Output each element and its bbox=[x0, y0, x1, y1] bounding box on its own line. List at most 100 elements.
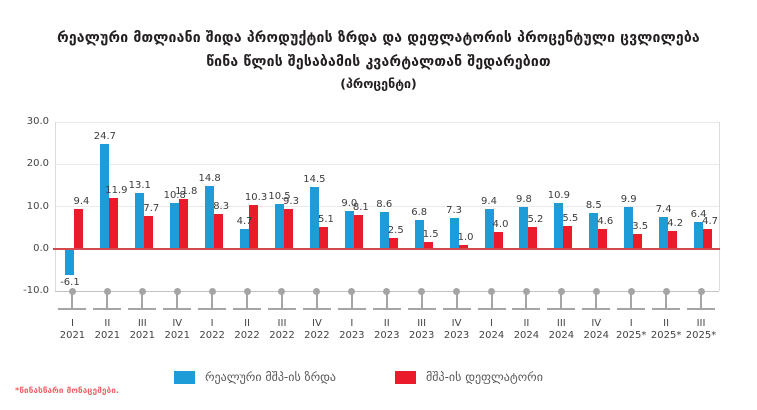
axis-marker-base bbox=[407, 308, 436, 310]
x-label-year: 2024 bbox=[548, 330, 575, 341]
bar-value-label: 4.7 bbox=[236, 215, 253, 227]
x-label-quarter: IV bbox=[591, 318, 602, 329]
chart-title-line2: წინა წლის შესაბამის კვარტალთან შედარებით bbox=[206, 54, 551, 70]
x-label-year: 2024 bbox=[513, 330, 540, 341]
bar-gdp-deflator bbox=[528, 226, 538, 249]
axis-marker-circle bbox=[278, 287, 286, 295]
bar-gdp-deflator bbox=[598, 229, 608, 249]
bar-real-gdp-growth bbox=[414, 220, 424, 249]
axis-marker-circle bbox=[592, 287, 600, 295]
bar-real-gdp-growth bbox=[694, 221, 704, 249]
axis-marker-stem bbox=[700, 291, 703, 309]
gridline-10 bbox=[55, 206, 719, 207]
axis-marker-base bbox=[93, 308, 122, 310]
axis-marker-circle bbox=[522, 287, 530, 295]
axis-marker-circle bbox=[348, 287, 356, 295]
bar-value-label: 10.3 bbox=[244, 192, 268, 204]
axis-marker-base bbox=[163, 308, 192, 310]
bar-value-label: 4.2 bbox=[667, 218, 684, 229]
bar-value-label: 6.8 bbox=[411, 207, 428, 219]
bar-gdp-deflator bbox=[74, 209, 84, 249]
axis-marker-stem bbox=[176, 291, 179, 309]
x-label-year: 2024 bbox=[583, 330, 609, 341]
axis-marker-circle bbox=[418, 287, 426, 295]
axis-marker-stem bbox=[560, 291, 563, 309]
y-tick-label: 20.0 bbox=[26, 158, 49, 170]
axis-marker-base bbox=[617, 308, 646, 310]
bar-real-gdp-growth bbox=[589, 212, 599, 249]
bar-value-label: 10.9 bbox=[547, 189, 570, 201]
axis-marker-base bbox=[233, 308, 262, 310]
axis-marker-circle bbox=[383, 287, 391, 295]
bar-value-label: 8.3 bbox=[213, 200, 230, 212]
x-label-year: 2023 bbox=[408, 330, 435, 341]
axis-marker-stem bbox=[630, 291, 633, 309]
bar-value-label: 8.5 bbox=[585, 199, 602, 211]
bar-value-label: 8.6 bbox=[376, 199, 393, 211]
bar-gdp-deflator bbox=[563, 225, 573, 249]
x-label-quarter: III bbox=[417, 318, 427, 329]
bar-gdp-deflator bbox=[144, 216, 154, 249]
x-label-quarter: II bbox=[244, 318, 251, 329]
x-label-year: 2025* bbox=[685, 330, 717, 341]
x-label-year: 2022 bbox=[234, 330, 260, 341]
bar-gdp-deflator bbox=[214, 213, 224, 249]
bar-value-label: 7.3 bbox=[446, 204, 463, 216]
x-label-year: 2021 bbox=[164, 330, 190, 341]
bar-value-label: 9.0 bbox=[341, 197, 358, 209]
x-label-quarter: IV bbox=[451, 318, 462, 329]
bar-value-label: 11.8 bbox=[175, 185, 198, 197]
x-label-year: 2023 bbox=[339, 330, 365, 341]
axis-marker-circle bbox=[557, 287, 565, 295]
bar-real-gdp-growth bbox=[624, 206, 634, 249]
axis-marker-stem bbox=[490, 291, 493, 309]
axis-marker-stem bbox=[246, 291, 249, 309]
bar-real-gdp-growth bbox=[519, 207, 529, 249]
x-label-quarter: I bbox=[210, 318, 214, 329]
axis-marker-stem bbox=[665, 291, 668, 309]
x-label-quarter: I bbox=[350, 318, 354, 329]
bar-real-gdp-growth bbox=[449, 217, 459, 249]
axis-marker-base bbox=[198, 308, 227, 310]
legend-swatch-gdp-deflator bbox=[395, 371, 416, 384]
bar-value-label: 1.0 bbox=[457, 231, 474, 243]
axis-marker-stem bbox=[211, 291, 214, 309]
axis-marker-stem bbox=[315, 291, 318, 309]
bar-gdp-deflator bbox=[493, 231, 503, 249]
bar-value-label: 5.2 bbox=[527, 213, 544, 225]
bar-value-label: 1.5 bbox=[422, 229, 439, 241]
bar-real-gdp-growth bbox=[65, 248, 75, 275]
x-label-year: 2022 bbox=[269, 330, 295, 341]
bar-value-label: 3.5 bbox=[632, 220, 649, 232]
y-axis-line bbox=[55, 122, 56, 291]
bar-value-label: 24.7 bbox=[93, 131, 116, 143]
bar-gdp-deflator bbox=[179, 198, 189, 249]
x-label-year: 2021 bbox=[129, 330, 156, 341]
y-tick-label: 30.0 bbox=[26, 116, 49, 127]
bar-value-label: 4.7 bbox=[702, 215, 718, 227]
chart-title: რეალური მთლიანი შიდა პროდუქტის ზრდა და დ… bbox=[0, 26, 757, 94]
bar-gdp-deflator bbox=[423, 242, 433, 249]
y-tick-label: 0.0 bbox=[33, 242, 49, 254]
axis-marker-stem bbox=[595, 291, 598, 309]
bar-value-label: 9.4 bbox=[481, 196, 497, 208]
chart-title-line1: რეალური მთლიანი შიდა პროდუქტის ზრდა და დ… bbox=[57, 30, 700, 46]
x-label-year: 2021 bbox=[59, 330, 86, 341]
axis-marker-base bbox=[512, 308, 541, 310]
bar-real-gdp-growth bbox=[240, 228, 250, 249]
bar-gdp-deflator bbox=[318, 227, 328, 249]
axis-marker-circle bbox=[627, 287, 635, 295]
bar-real-gdp-growth bbox=[170, 203, 180, 249]
bar-value-label: 6.4 bbox=[690, 208, 707, 220]
bar-real-gdp-growth bbox=[659, 217, 669, 249]
x-label-quarter: II bbox=[523, 318, 530, 329]
axis-marker-stem bbox=[106, 291, 109, 309]
x-label-quarter: IV bbox=[312, 318, 322, 329]
bar-value-label: 9.3 bbox=[283, 196, 299, 208]
axis-marker-circle bbox=[208, 287, 216, 295]
x-label-quarter: II bbox=[383, 318, 390, 329]
x-label-year: 2024 bbox=[478, 330, 505, 341]
y-tick-label: 10.0 bbox=[26, 200, 49, 212]
x-label-quarter: II bbox=[104, 318, 111, 329]
